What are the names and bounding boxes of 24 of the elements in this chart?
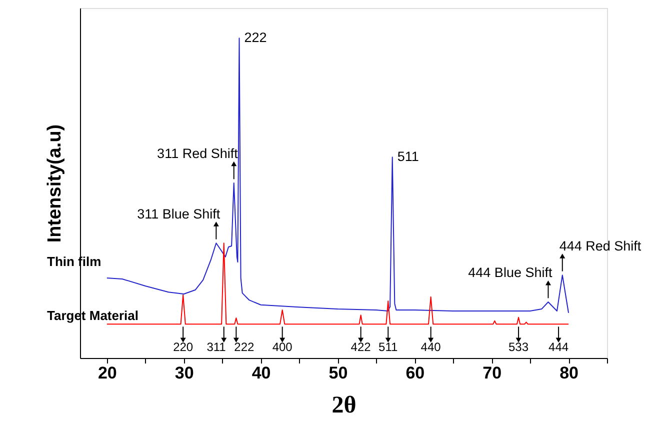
annotation: 440 — [420, 340, 442, 354]
annotation: 444 Blue Shift — [468, 265, 552, 280]
annotation: 422 — [350, 340, 372, 354]
x-tick-label: 30 — [174, 364, 194, 382]
x-tick-label: 50 — [328, 364, 348, 382]
x-tick-label: 70 — [482, 364, 502, 382]
y-axis-title: Intensity(a.u) — [44, 124, 66, 243]
annotation: 220 — [173, 340, 194, 354]
annotation: 311 Blue Shift — [137, 206, 220, 222]
annotation: 311 Red Shift — [157, 146, 238, 162]
annotation: 400 — [272, 340, 293, 354]
annotation: 222 — [234, 340, 255, 354]
annotation: 444 Red Shift — [559, 238, 642, 254]
annotation: 444 — [548, 340, 569, 354]
x-axis-title: 2θ — [332, 392, 356, 418]
annotation: 311 — [206, 340, 226, 354]
annotation: 222 — [244, 30, 267, 46]
x-tick-label: 80 — [560, 364, 578, 382]
x-tick-label: 40 — [252, 364, 271, 382]
annotation: 511 — [378, 340, 398, 354]
x-tick-label: 60 — [406, 364, 425, 382]
annotation: 511 — [397, 149, 419, 164]
annotation: 533 — [508, 340, 529, 354]
x-tick-label: 20 — [98, 364, 117, 382]
